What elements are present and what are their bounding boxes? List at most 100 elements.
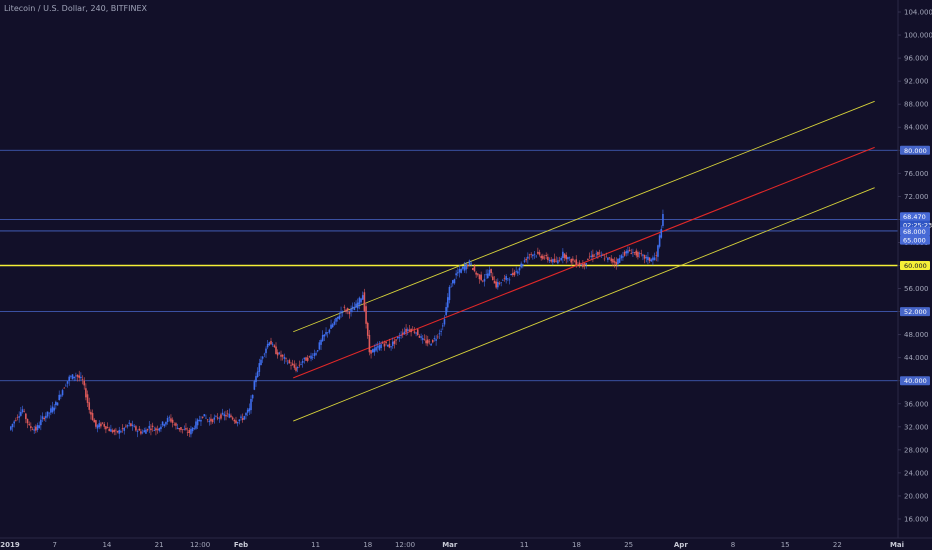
candle-body bbox=[218, 418, 221, 419]
candle-body bbox=[373, 348, 376, 353]
candle-body bbox=[376, 346, 379, 348]
candle-body bbox=[438, 333, 441, 335]
channel-mid-line[interactable] bbox=[293, 146, 875, 379]
candle-body bbox=[126, 425, 129, 427]
candle-body bbox=[153, 429, 156, 431]
candle-body bbox=[456, 272, 459, 274]
candle-body bbox=[221, 412, 224, 415]
candle-body bbox=[473, 265, 476, 272]
candle-body bbox=[418, 335, 421, 338]
candle-body bbox=[306, 357, 309, 361]
candle-body bbox=[416, 329, 419, 336]
candle-body bbox=[163, 424, 166, 427]
candle-body bbox=[653, 257, 656, 261]
candle-body bbox=[88, 402, 91, 410]
candle-body bbox=[523, 260, 526, 262]
candle-body bbox=[498, 283, 501, 284]
candle-body bbox=[490, 268, 492, 274]
candle-body bbox=[582, 264, 584, 267]
candle-body bbox=[568, 257, 571, 259]
candle-body bbox=[128, 422, 131, 424]
price-tick-label: 48.000 bbox=[904, 331, 929, 339]
candle-body bbox=[31, 429, 34, 431]
time-tick-label: Apr bbox=[674, 541, 688, 549]
candle-body bbox=[587, 258, 589, 260]
candle-body bbox=[65, 385, 67, 387]
candle-body bbox=[385, 341, 387, 344]
candle-body bbox=[535, 255, 537, 257]
candle-body bbox=[243, 416, 246, 420]
candle-body bbox=[547, 256, 549, 261]
candle-body bbox=[415, 332, 417, 334]
candle-body bbox=[90, 411, 92, 415]
time-axis[interactable]: 2019 7 14 21 12:00 Feb 11 18 12:00 Mar 11 18 25 Apr 8 1… bbox=[0, 541, 904, 549]
candle-body bbox=[38, 425, 40, 429]
candle-body bbox=[398, 337, 401, 339]
price-tick-label: 96.000 bbox=[904, 55, 929, 63]
candle-body bbox=[497, 281, 499, 288]
candle-body bbox=[301, 361, 304, 363]
candle-body bbox=[637, 251, 639, 258]
time-tick-label: 22 bbox=[833, 541, 842, 549]
candle-body bbox=[502, 280, 504, 281]
candle-body bbox=[360, 298, 362, 303]
candle-body bbox=[645, 257, 648, 259]
candle-body bbox=[410, 328, 412, 333]
candle-body bbox=[71, 374, 74, 380]
candle-body bbox=[430, 343, 432, 346]
candle-body bbox=[443, 319, 446, 325]
candle-body bbox=[583, 263, 586, 266]
candle-body bbox=[542, 255, 544, 259]
candle-body bbox=[630, 253, 633, 255]
candle-body bbox=[572, 258, 574, 261]
candle-body bbox=[300, 363, 302, 365]
candle-body bbox=[652, 257, 654, 261]
price-axis-background bbox=[898, 0, 932, 550]
candle-body bbox=[388, 343, 391, 348]
candle-body bbox=[30, 426, 32, 429]
candle-body bbox=[570, 259, 573, 263]
candle-body bbox=[216, 417, 219, 419]
candle-body bbox=[305, 357, 307, 361]
price-tick-label: 92.000 bbox=[904, 78, 929, 86]
candle-body bbox=[505, 276, 507, 280]
candle-body bbox=[365, 306, 367, 324]
candle-body bbox=[210, 418, 212, 422]
candle-body bbox=[325, 332, 327, 335]
candle-body bbox=[281, 354, 284, 357]
candle-body bbox=[493, 280, 496, 284]
candle-body bbox=[403, 331, 406, 334]
time-tick-label: 8 bbox=[731, 541, 735, 549]
time-tick-label: Mar bbox=[442, 541, 458, 549]
candle-body bbox=[592, 254, 594, 258]
candle-body bbox=[246, 409, 249, 413]
channel-lower-line[interactable] bbox=[293, 187, 875, 422]
candle-body bbox=[515, 271, 517, 272]
candle-body bbox=[527, 256, 529, 259]
candle-body bbox=[41, 416, 44, 419]
time-tick-label: 12:00 bbox=[395, 541, 415, 549]
candle-body bbox=[612, 258, 614, 263]
candle-body bbox=[375, 347, 377, 351]
candle-body bbox=[537, 251, 539, 254]
candle-body bbox=[151, 425, 154, 427]
candle-body bbox=[46, 411, 49, 417]
candle-body bbox=[35, 426, 37, 431]
candle-body bbox=[483, 278, 486, 282]
candle-body bbox=[253, 381, 256, 390]
candle-body bbox=[487, 273, 489, 279]
candle-body bbox=[613, 260, 616, 263]
candle-body bbox=[485, 274, 487, 276]
time-tick-label: 12:00 bbox=[190, 541, 210, 549]
candle-body bbox=[316, 350, 319, 352]
candle-body bbox=[50, 408, 52, 413]
candle-body bbox=[633, 252, 636, 253]
channel-upper-line[interactable] bbox=[293, 100, 875, 333]
candle-body bbox=[111, 430, 114, 433]
candle-body bbox=[532, 254, 534, 257]
candle-body bbox=[265, 348, 267, 354]
candle-body bbox=[166, 417, 169, 423]
candle-body bbox=[315, 353, 317, 355]
candle-body bbox=[421, 338, 424, 340]
